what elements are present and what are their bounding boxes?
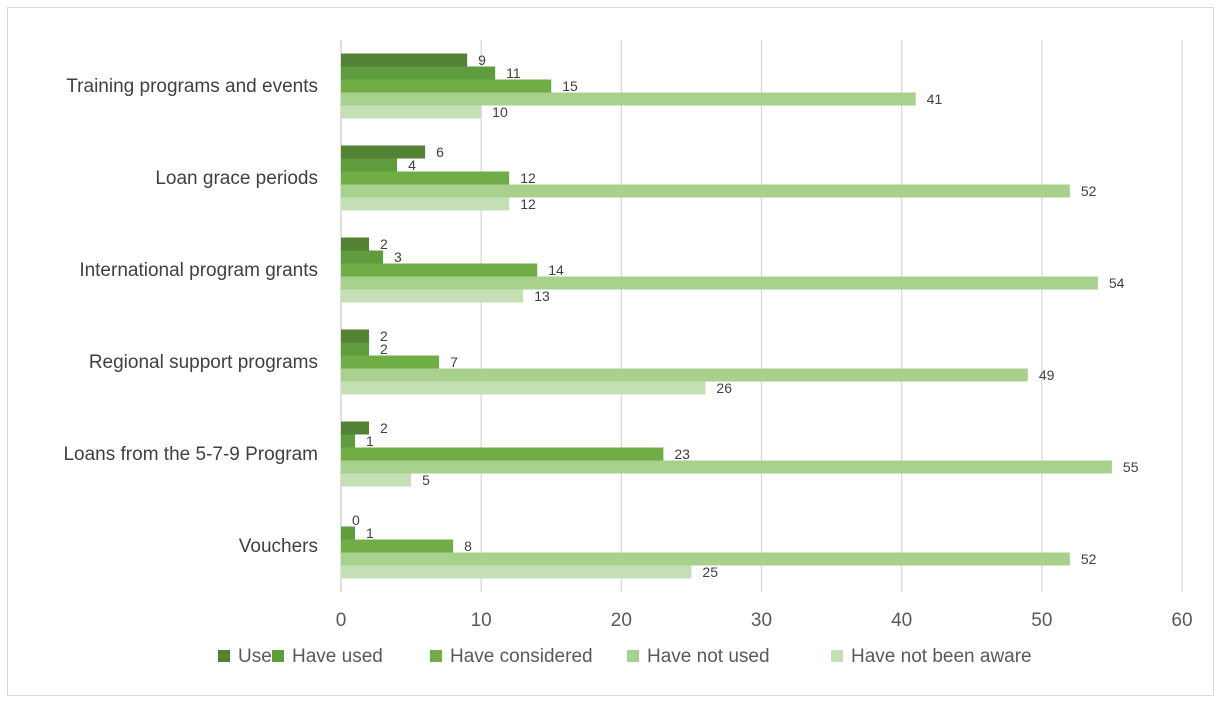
category-label: Regional support programs	[89, 352, 318, 373]
bar	[341, 421, 370, 435]
bar	[341, 434, 356, 448]
data-label: 10	[492, 104, 508, 120]
data-label: 52	[1081, 183, 1097, 199]
bar	[341, 329, 370, 343]
bar	[341, 447, 664, 461]
category-label: Vouchers	[239, 536, 318, 557]
legend: Use Have used Have considered Have not used…	[218, 646, 1032, 667]
data-label: 41	[927, 91, 943, 107]
bars	[341, 53, 1112, 579]
chart-frame	[7, 7, 1214, 696]
category-label: Loans from the 5-7-9 Program	[63, 444, 318, 465]
bar	[341, 158, 398, 172]
data-label: 6	[436, 144, 444, 160]
data-label: 26	[716, 380, 732, 396]
bar	[341, 355, 440, 369]
data-label: 14	[548, 262, 564, 278]
bar	[341, 539, 454, 553]
bar	[341, 53, 468, 67]
x-tick-label: 60	[1171, 610, 1192, 631]
x-tick-label: 40	[891, 610, 912, 631]
data-label: 1	[366, 525, 374, 541]
data-labels: 9111541106412521223145413227492621235550…	[352, 52, 1139, 580]
category-label: Loan grace periods	[155, 168, 318, 189]
data-label: 54	[1109, 275, 1125, 291]
bar	[341, 342, 370, 356]
bar	[341, 263, 538, 277]
bar	[341, 473, 412, 487]
bar	[341, 381, 706, 395]
bar	[341, 184, 1070, 198]
x-tick-label: 30	[751, 610, 772, 631]
data-label: 5	[422, 472, 430, 488]
legend-swatch	[831, 650, 843, 662]
data-label: 2	[380, 341, 388, 357]
data-label: 12	[520, 196, 536, 212]
data-label: 23	[674, 446, 690, 462]
data-label: 49	[1039, 367, 1055, 383]
bar	[341, 460, 1112, 474]
x-tick-label: 20	[611, 610, 632, 631]
bar	[341, 105, 482, 119]
data-label: 2	[380, 420, 388, 436]
bar	[341, 565, 692, 579]
data-label: 2	[380, 328, 388, 344]
bar	[341, 250, 384, 264]
data-label: 52	[1081, 551, 1097, 567]
bar	[341, 171, 510, 185]
category-label: International program grants	[79, 260, 318, 281]
data-label: 8	[464, 538, 472, 554]
legend-entry: Have considered	[450, 646, 593, 667]
bar	[341, 289, 524, 303]
bar	[341, 92, 916, 106]
data-label: 7	[450, 354, 458, 370]
x-tick-label: 0	[336, 610, 347, 631]
legend-entry: Use	[238, 646, 272, 667]
data-label: 1	[366, 433, 374, 449]
bar	[341, 145, 426, 159]
data-label: 3	[394, 249, 402, 265]
data-label: 2	[380, 236, 388, 252]
bar	[341, 66, 496, 80]
bar	[341, 197, 510, 211]
legend-swatch	[272, 650, 284, 662]
data-label: 9	[478, 52, 486, 68]
legend-entry: Have used	[292, 646, 383, 667]
data-label: 12	[520, 170, 536, 186]
legend-entry: Have not used	[647, 646, 770, 667]
data-label: 4	[408, 157, 416, 173]
category-label: Training programs and events	[66, 76, 318, 97]
x-tick-label: 50	[1031, 610, 1052, 631]
data-label: 55	[1123, 459, 1139, 475]
bar	[341, 237, 370, 251]
data-label: 15	[562, 78, 578, 94]
data-label: 0	[352, 512, 360, 528]
bar	[341, 526, 356, 540]
legend-swatch	[627, 650, 639, 662]
x-tick-label: 10	[471, 610, 492, 631]
data-label: 11	[506, 65, 521, 81]
x-axis-tick-labels: 0 10 20 30 40 50 60	[336, 610, 1193, 631]
legend-swatch	[430, 650, 442, 662]
gridlines	[340, 40, 1183, 592]
bar	[341, 552, 1070, 566]
data-label: 13	[534, 288, 550, 304]
bar	[341, 368, 1028, 382]
data-label: 25	[702, 564, 718, 580]
category-labels: Training programs and events Loan grace p…	[63, 76, 318, 557]
bar	[341, 276, 1098, 290]
bar	[341, 79, 552, 93]
legend-entry: Have not been aware	[851, 646, 1032, 667]
legend-swatch	[218, 650, 230, 662]
